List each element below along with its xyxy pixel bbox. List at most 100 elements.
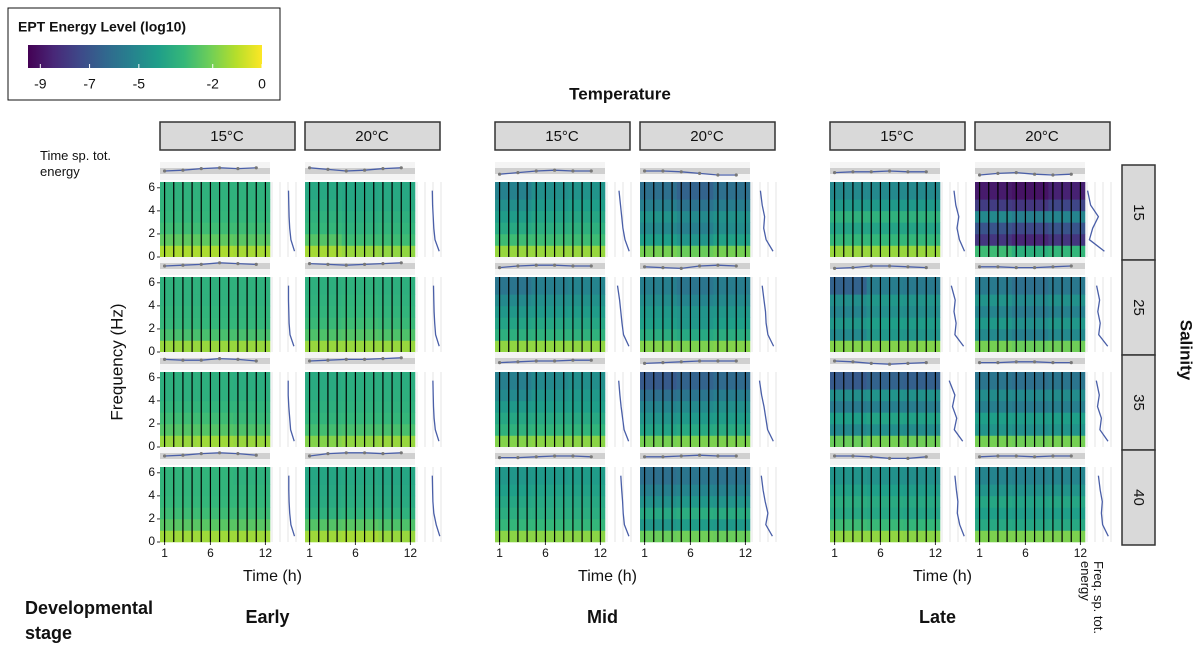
heat-cell <box>532 222 569 234</box>
heat-cell <box>713 401 750 413</box>
time-energy-point <box>163 358 166 361</box>
salinity-label: 35 <box>1130 394 1147 411</box>
heat-cell <box>305 530 342 542</box>
heat-cell <box>197 389 234 401</box>
time-energy-point <box>906 457 909 460</box>
freq-energy-line <box>955 476 964 537</box>
heat-cell <box>342 507 379 519</box>
heat-cell <box>975 234 1012 246</box>
heat-cell <box>532 211 569 223</box>
time-energy-point <box>996 454 999 457</box>
heat-cell <box>305 294 342 306</box>
heat-cell <box>677 234 714 246</box>
heat-cell <box>640 372 677 390</box>
heat-cell <box>903 222 940 234</box>
time-energy-point <box>680 267 683 270</box>
heat-cell <box>640 245 677 257</box>
x-tick-label: 6 <box>687 546 694 560</box>
heat-cell <box>903 340 940 352</box>
time-energy-point <box>1015 454 1018 457</box>
heat-cell <box>677 435 714 447</box>
heat-cell <box>975 496 1012 508</box>
heat-cell <box>713 435 750 447</box>
heat-cell <box>378 484 415 496</box>
heat-cell <box>342 389 379 401</box>
heat-cell <box>867 211 904 223</box>
heat-cell <box>677 199 714 211</box>
heat-cell <box>903 329 940 341</box>
time-energy-point <box>925 455 928 458</box>
heat-cell <box>713 519 750 531</box>
time-energy-point <box>255 263 258 266</box>
time-energy-point <box>345 451 348 454</box>
freq-energy-line <box>761 476 772 537</box>
heat-cell <box>160 211 197 223</box>
heat-cell <box>677 484 714 496</box>
heat-cell <box>903 496 940 508</box>
time-energy-point <box>1070 173 1073 176</box>
heat-cell <box>495 245 532 257</box>
heat-cell <box>903 245 940 257</box>
time-energy-point <box>181 359 184 362</box>
salinity-label: 25 <box>1130 299 1147 316</box>
heat-cell <box>1048 424 1085 436</box>
freq-energy-line <box>289 476 295 537</box>
time-energy-point <box>643 362 646 365</box>
heat-cell <box>867 277 904 295</box>
heat-cell <box>677 294 714 306</box>
time-energy-point <box>851 266 854 269</box>
heat-cell <box>568 222 605 234</box>
heat-cell <box>160 277 197 295</box>
heat-cell <box>495 306 532 318</box>
heat-cell <box>342 277 379 295</box>
heat-cell <box>233 317 270 329</box>
time-energy-point <box>643 455 646 458</box>
heat-cell <box>830 182 867 200</box>
heat-cell <box>677 372 714 390</box>
heat-cell <box>1048 519 1085 531</box>
time-energy-point <box>925 266 928 269</box>
heat-cell <box>903 401 940 413</box>
heat-cell <box>677 530 714 542</box>
heat-cell <box>233 340 270 352</box>
heat-cell <box>867 435 904 447</box>
x-tick-label: 6 <box>207 546 214 560</box>
freq-energy-line <box>434 286 440 347</box>
freq-energy-line <box>760 381 774 442</box>
heat-cell <box>160 317 197 329</box>
heat-cell <box>378 435 415 447</box>
heat-cell <box>903 484 940 496</box>
time-energy-point <box>516 360 519 363</box>
x-tick-label: 1 <box>496 546 503 560</box>
time-energy-point <box>661 455 664 458</box>
time-energy-point <box>255 359 258 362</box>
heat-cell <box>532 182 569 200</box>
heat-cell <box>568 317 605 329</box>
heat-cell <box>568 306 605 318</box>
time-energy-point <box>200 263 203 266</box>
time-energy-point <box>978 455 981 458</box>
heat-cell <box>713 199 750 211</box>
heat-cell <box>233 484 270 496</box>
heat-cell <box>975 329 1012 341</box>
time-energy-point <box>590 264 593 267</box>
heat-cell <box>532 317 569 329</box>
time-energy-point <box>163 454 166 457</box>
heat-cell <box>532 389 569 401</box>
heat-cell <box>975 306 1012 318</box>
heat-cell <box>903 199 940 211</box>
heat-cell <box>197 182 234 200</box>
heat-cell <box>342 484 379 496</box>
heat-cell <box>1048 317 1085 329</box>
heat-cell <box>903 389 940 401</box>
x-tick-label: 6 <box>877 546 884 560</box>
x-axis-title: Time (h) <box>578 568 637 585</box>
heat-cell <box>830 329 867 341</box>
heat-cell <box>1048 530 1085 542</box>
time-energy-point <box>888 457 891 460</box>
heat-cell <box>1012 340 1049 352</box>
time-energy-point <box>400 451 403 454</box>
heat-cell <box>378 306 415 318</box>
time-energy-point <box>498 173 501 176</box>
heat-cell <box>903 519 940 531</box>
